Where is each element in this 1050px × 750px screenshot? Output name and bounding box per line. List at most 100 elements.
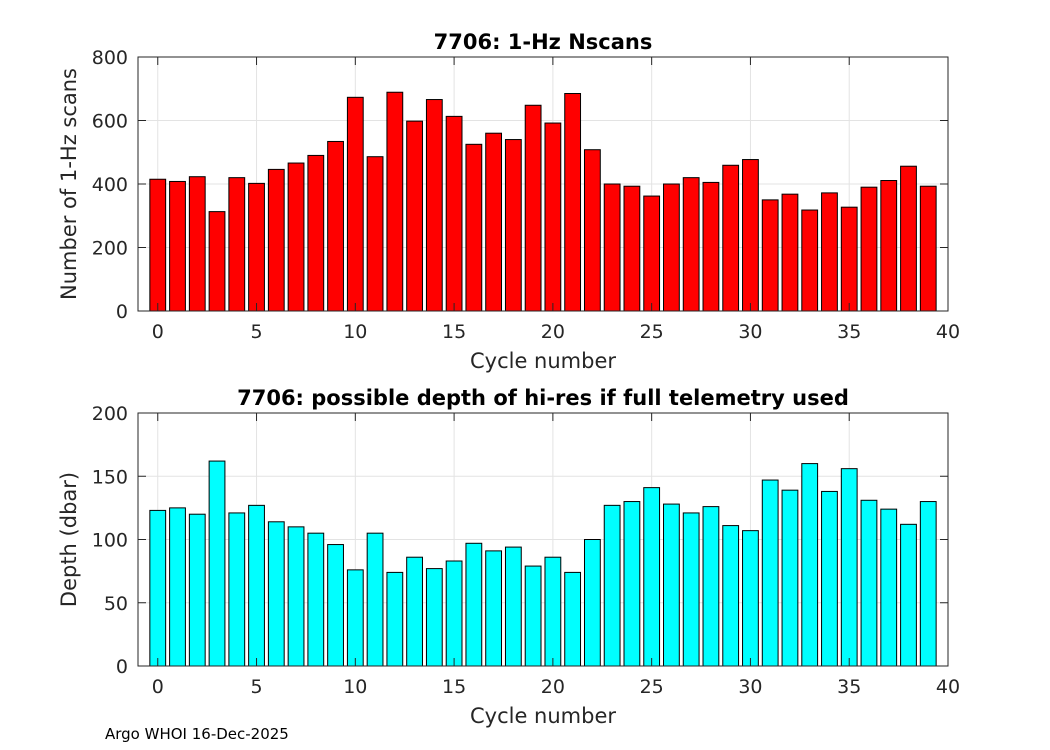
bar [169,180,186,312]
bar [307,154,325,312]
bar [860,499,878,667]
chart-title: 7706: 1-Hz Nscans [434,30,653,54]
bar [504,139,522,312]
bar [346,96,364,312]
bar [366,532,384,667]
bar [267,521,285,667]
bar [208,211,226,312]
bar [524,104,542,312]
bar [761,479,779,667]
bar [406,120,423,312]
x-tick-label: 20 [541,676,565,698]
bar [801,209,819,312]
x-axis-label: Cycle number [470,704,616,728]
x-tick-label: 15 [442,676,466,698]
bar [149,178,167,312]
bar [228,512,246,667]
x-tick-label: 30 [738,321,762,343]
bar [485,550,503,667]
bar [386,571,404,667]
bar [623,185,641,312]
bar [761,199,779,312]
x-tick-label: 20 [541,321,565,343]
y-tick-label: 200 [92,403,128,425]
y-tick-label: 0 [116,656,128,678]
y-tick-label: 100 [92,530,128,552]
y-tick-label: 150 [92,466,128,488]
bar [504,546,522,667]
bar [781,193,799,312]
x-tick-label: 0 [152,676,164,698]
bar [821,490,838,667]
bar [327,140,344,312]
bar [564,571,582,667]
bar [702,181,720,312]
x-tick-label: 40 [936,676,960,698]
x-tick-label: 35 [837,676,861,698]
bar [564,93,582,312]
x-tick-label: 10 [343,321,367,343]
bar [623,501,641,667]
bar [287,162,305,312]
bar [742,159,759,312]
footer-credit: Argo WHOI 16-Dec-2025 [105,725,289,743]
bar [880,180,898,312]
bar [840,468,858,667]
bar [880,508,898,667]
bar [465,143,483,312]
bar [248,504,265,667]
bar [663,183,680,312]
bar [742,530,759,667]
bar [919,185,937,312]
x-tick-label: 15 [442,321,466,343]
y-tick-label: 0 [116,301,128,323]
bar [603,183,621,312]
bar [702,506,720,667]
bar [840,206,858,312]
x-tick-label: 40 [936,321,960,343]
y-tick-label: 800 [92,47,128,69]
x-axis-label: Cycle number [470,349,616,373]
bar [208,460,226,667]
chart-title: 7706: possible depth of hi-res if full t… [237,386,849,410]
y-tick-label: 400 [92,174,128,196]
bar [445,560,463,667]
bar [860,186,878,312]
bar [544,556,562,667]
x-tick-label: 35 [837,321,861,343]
bar [682,512,700,667]
bar [643,195,661,312]
bar [900,165,917,312]
bar [386,91,404,312]
x-tick-label: 5 [250,321,262,343]
x-tick-label: 25 [640,676,664,698]
bar [425,99,443,312]
bar [900,523,917,667]
bar [663,503,680,667]
bar [643,487,661,667]
x-tick-label: 0 [152,321,164,343]
y-axis-label: Depth (dbar) [57,472,81,607]
bar [188,176,206,312]
y-axis-label: Number of 1-Hz scans [57,68,81,300]
bar [406,556,423,667]
bar [287,526,305,667]
x-tick-label: 25 [640,321,664,343]
bar [722,164,740,312]
chart-2: 0 5 10 15 20 25 30 35 40 0 50 100 150 200 7706: possib… [57,386,960,728]
bar [682,177,700,312]
bar [366,156,384,312]
x-tick-label: 30 [738,676,762,698]
bar [583,149,601,312]
bar [603,504,621,667]
bar [583,539,601,667]
bar [524,565,542,667]
bar [919,501,937,667]
bar [169,507,186,667]
bar [781,489,799,667]
bar [248,182,265,312]
y-tick-label: 600 [92,111,128,133]
bar [485,132,503,312]
bar [346,569,364,667]
